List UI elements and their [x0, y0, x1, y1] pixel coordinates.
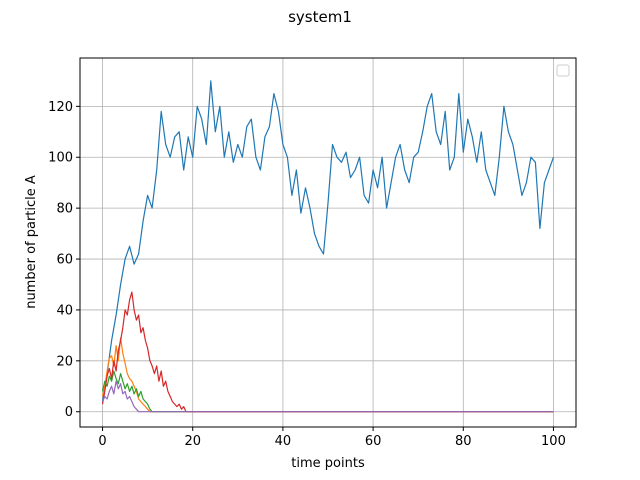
- plot-frame: [79, 57, 577, 428]
- y-axis-label: number of particle A: [24, 175, 39, 309]
- series-line-2: [101, 337, 554, 413]
- legend-box: [556, 64, 570, 77]
- x-tick-label: 0: [98, 434, 106, 449]
- series-line-4: [101, 291, 554, 413]
- chart-title: system1: [288, 8, 352, 26]
- x-axis-label: time points: [291, 456, 365, 471]
- x-tick-label: 20: [184, 434, 201, 449]
- ticks: 0 20 40 60 80 100 0 20 40 60 80 100 120: [48, 100, 566, 449]
- y-tick-label: 60: [56, 253, 73, 268]
- y-tick-label: 80: [56, 202, 73, 217]
- series-group: [101, 80, 555, 413]
- series-line-1: [101, 80, 555, 402]
- x-tick-label: 40: [275, 434, 292, 449]
- y-tick-label: 20: [56, 354, 73, 369]
- x-tick-label: 60: [365, 434, 382, 449]
- y-tick-label: 40: [56, 303, 73, 318]
- y-tick-label: 120: [48, 100, 73, 115]
- series-line-3: [101, 370, 554, 413]
- x-tick-label: 80: [455, 434, 472, 449]
- x-tick-label: 100: [541, 434, 566, 449]
- y-tick-label: 100: [48, 151, 73, 166]
- y-tick-label: 0: [65, 405, 73, 420]
- series-line-5: [101, 380, 554, 413]
